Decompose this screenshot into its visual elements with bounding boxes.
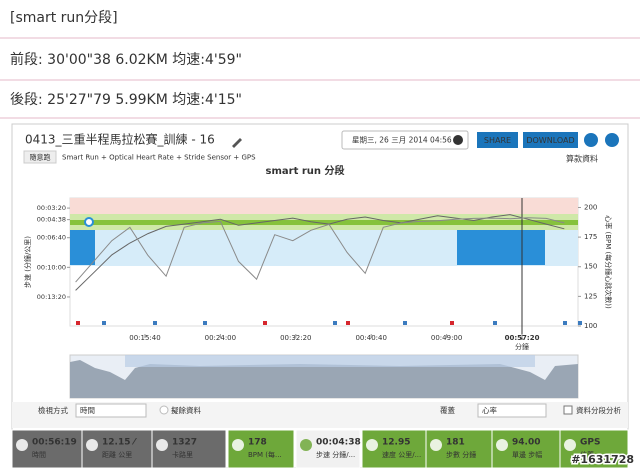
lap-marker [450, 321, 454, 325]
y-tick-label: 00:10:00 [37, 263, 66, 271]
overview-window[interactable] [125, 355, 535, 367]
stat-icon [366, 439, 378, 451]
stat-icon [86, 439, 98, 451]
view-value: 時間 [80, 406, 95, 415]
stat-value: 178 [248, 438, 267, 448]
start-marker [84, 217, 94, 227]
x-tick-label: 00:15:40 [129, 334, 160, 342]
stat-icon [564, 439, 576, 451]
overview-shape [70, 360, 578, 398]
stat-icon [16, 439, 28, 451]
control-label: 檢視方式 [38, 405, 68, 415]
download-label: DOWNLOAD [526, 136, 574, 145]
zone-band [70, 198, 578, 214]
stat-label: 單邊 步幅 [512, 450, 542, 459]
share-label: SHARE [484, 136, 511, 145]
x-tick-label: 00:40:40 [355, 334, 386, 342]
y2-tick-label: 100 [584, 322, 597, 330]
stat-label: 時間 [32, 451, 46, 459]
stat-label: BPM (每... [248, 450, 282, 459]
x-tick-label: 00:49:00 [431, 334, 462, 342]
download-button[interactable] [523, 132, 578, 148]
date-arrow[interactable] [453, 135, 463, 145]
stat-value: 12.95 [382, 438, 410, 448]
x-tick-label: 00:57:20 [505, 334, 540, 342]
overlay-select[interactable] [477, 403, 547, 418]
extra-checkbox[interactable] [159, 405, 169, 415]
tag: 隨意跑 [30, 153, 51, 162]
y-tick-label: 00:03:20 [37, 204, 66, 212]
lap-marker [563, 321, 567, 325]
y-tick-label: 00:06:40 [37, 234, 66, 242]
stat-label: 距離 公里 [102, 450, 132, 459]
lap-marker [153, 321, 157, 325]
y2-axis-label: 心率 (BPM (每分鐘心跳次數)) [604, 215, 613, 309]
lap-marker [578, 321, 582, 325]
y-axis-label: 步速 (分鐘/公里) [23, 236, 32, 288]
x-axis-label: 分鐘 [515, 342, 529, 351]
stat-value: 00:04:38 [316, 438, 361, 448]
split-label: 資料分段分析 [576, 405, 621, 415]
stat-value: GPS [580, 438, 600, 448]
edit-icon[interactable] [232, 138, 242, 148]
post-line: [smart run分段] [10, 10, 118, 26]
stat-icon [430, 439, 442, 451]
stat-icon [496, 439, 508, 451]
extra-label: 擬餘資料 [171, 405, 201, 415]
segment [457, 230, 545, 265]
average-band [70, 220, 578, 225]
y-tick-label: 00:13:20 [37, 293, 66, 301]
lap-marker [346, 321, 350, 325]
date-box[interactable] [341, 130, 469, 150]
x-tick-label: 00:32:20 [280, 334, 311, 342]
stat-icon [232, 439, 244, 451]
y2-tick-label: 175 [584, 233, 597, 241]
split-checkbox[interactable] [563, 405, 573, 415]
share-button[interactable] [477, 132, 518, 148]
delete-button[interactable] [605, 133, 619, 147]
series-line [75, 217, 565, 283]
post-line: 後段: 25'27"79 5.99KM 均速:4'15" [10, 92, 242, 108]
y2-tick-label: 200 [584, 203, 597, 211]
stat-label: 步速 分鐘/... [316, 450, 355, 459]
data-link[interactable]: 算款資料 [566, 154, 598, 164]
control-label: 覆蓋 [440, 405, 455, 415]
view-select[interactable] [75, 403, 147, 418]
stat-icon [156, 439, 168, 451]
overlay-value: 心率 [482, 405, 497, 415]
lap-marker [76, 321, 80, 325]
annotation: smart run 分段 [266, 164, 345, 177]
stat-label: 步數 分鐘 [446, 450, 476, 459]
subtitle: Smart Run + Optical Heart Rate + Stride … [62, 154, 256, 162]
stat-cell [227, 429, 295, 468]
stat-value: 1327 [172, 438, 197, 448]
lap-marker [333, 321, 337, 325]
post-line: 前段: 30'00"38 6.02KM 均速:4'59" [10, 51, 242, 68]
stat-value: 94.00 [512, 438, 540, 448]
lap-marker [403, 321, 407, 325]
lap-marker [493, 321, 497, 325]
app-title: 0413_三重半程馬拉松賽_訓練 - 16 [25, 132, 215, 147]
tag-box [23, 150, 57, 164]
x-tick-label: 00:24:00 [205, 334, 236, 342]
lap-marker [263, 321, 267, 325]
y2-tick-label: 125 [584, 292, 597, 300]
y2-tick-label: 150 [584, 263, 597, 271]
stat-label: 速度 公里/... [382, 450, 421, 459]
date: 星期三, 26 三月 2014 04:56 [352, 136, 452, 145]
lap-marker [203, 321, 207, 325]
lap-marker [102, 321, 106, 325]
stat-value: 00:56:19 [32, 438, 77, 448]
stat-value: 12.15 ⁄ [102, 438, 138, 448]
stat-label: 卡路里 [172, 450, 193, 459]
stat-icon [300, 439, 312, 451]
y-tick-label: 00:04:38 [37, 216, 66, 224]
print-button[interactable] [584, 133, 598, 147]
segment [70, 230, 95, 265]
stat-label: 位置 [580, 450, 594, 459]
watermark: #1631728 [571, 453, 634, 466]
stat-value: 181 [446, 438, 465, 448]
